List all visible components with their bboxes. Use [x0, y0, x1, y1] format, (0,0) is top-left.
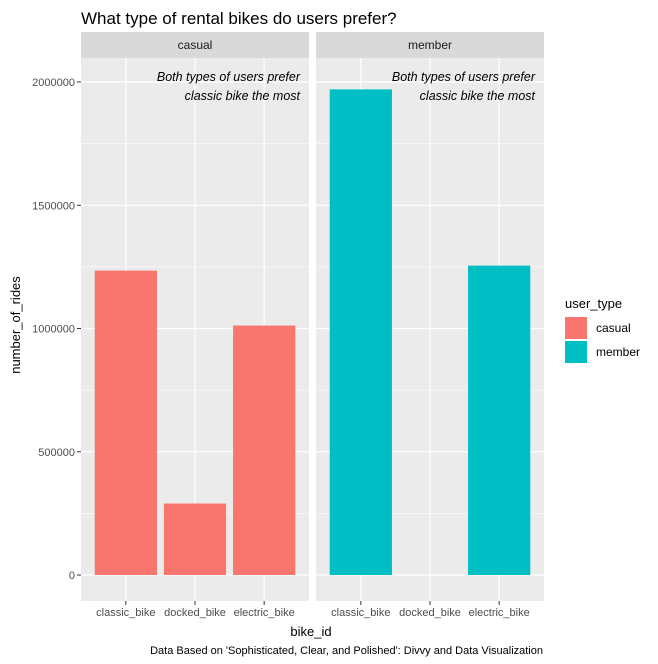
legend-key-member — [565, 341, 587, 363]
bar-casual-classic_bike — [94, 270, 157, 575]
chart-caption: Data Based on 'Sophisticated, Clear, and… — [150, 645, 543, 657]
x-tick-label: docked_bike — [399, 607, 461, 619]
annotation-line-2: classic bike the most — [420, 89, 536, 103]
facet-panels: casual classic_bike docked_bike electric_bi… — [32, 32, 544, 619]
facet-panel-member: member classic_bike docked_bike electric_bi… — [316, 32, 544, 619]
y-tick-label: 2000000 — [32, 77, 75, 89]
x-tick-label: electric_bike — [234, 607, 295, 619]
legend-title: user_type — [565, 296, 622, 311]
bar-casual-docked_bike — [163, 503, 227, 575]
chart-title: What type of rental bikes do users prefe… — [81, 9, 397, 28]
bar-member-classic_bike — [329, 89, 392, 576]
y-axis-title: number_of_rides — [8, 276, 23, 374]
legend-key-casual — [565, 317, 587, 339]
y-tick-label: 500000 — [38, 447, 75, 459]
legend: user_type casual member — [565, 296, 640, 363]
x-tick-label: classic_bike — [331, 607, 390, 619]
y-tick-label: 1000000 — [32, 324, 75, 336]
facet-panel-casual: casual classic_bike docked_bike electric_bi… — [81, 32, 309, 619]
bar-casual-electric_bike — [233, 325, 296, 575]
y-axis: 0 500000 1000000 1500000 2000000 — [32, 77, 81, 582]
x-tick-label: classic_bike — [96, 607, 155, 619]
facet-strip — [316, 32, 544, 58]
annotation-line-1: Both types of users prefer — [157, 70, 301, 84]
legend-label-member: member — [596, 345, 640, 359]
bar-member-electric_bike — [468, 265, 531, 575]
x-axis-title: bike_id — [290, 624, 331, 639]
annotation-line-1: Both types of users prefer — [392, 70, 536, 84]
legend-label-casual: casual — [596, 321, 631, 335]
y-tick-label: 1500000 — [32, 200, 75, 212]
x-tick-label: docked_bike — [164, 607, 226, 619]
facet-strip-label: casual — [178, 38, 213, 52]
x-tick-label: electric_bike — [469, 607, 530, 619]
facet-strip — [81, 32, 309, 58]
annotation-line-2: classic bike the most — [185, 89, 301, 103]
facet-strip-label: member — [408, 38, 452, 52]
y-tick-label: 0 — [69, 570, 75, 582]
